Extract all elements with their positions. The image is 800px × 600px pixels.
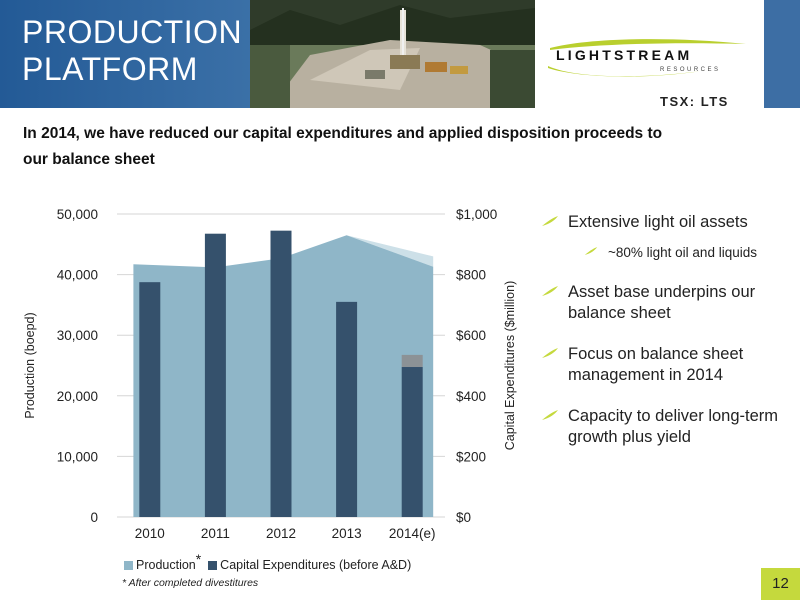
y2-tick-label: $600 [456, 328, 486, 343]
slide-subtitle: In 2014, we have reduced our capital exp… [23, 125, 663, 168]
bullet-item: Asset base underpins our balance sheet [538, 282, 788, 324]
chart-legend: Production* Capital Expenditures (before… [124, 551, 411, 572]
y-tick-label: 50,000 [57, 207, 98, 222]
y-tick-label: 30,000 [57, 328, 98, 343]
bullet-list: Extensive light oil assets ~80% light oi… [538, 212, 788, 468]
x-tick-label: 2010 [135, 526, 165, 541]
bullet-item: Extensive light oil assets [538, 212, 788, 233]
capex-legend-swatch [208, 561, 218, 571]
svg-text:RESOURCES: RESOURCES [660, 67, 721, 73]
y2-tick-label: $400 [456, 389, 486, 404]
production-legend-label: Production [136, 558, 196, 573]
svg-text:LIGHTSTREAM: LIGHTSTREAM [556, 47, 692, 63]
bullet-subitem: ~80% light oil and liquids [538, 245, 788, 260]
comet-bullet-icon [542, 348, 558, 358]
x-tick-label: 2014(e) [389, 526, 436, 541]
x-tick-label: 2012 [266, 526, 296, 541]
bullet-item: Focus on balance sheet management in 201… [538, 344, 788, 386]
capex-bar [401, 367, 423, 517]
comet-bullet-icon [542, 410, 558, 420]
right-axis-ticks: $0 $200 $400 $600 $800 $1,000 [456, 207, 497, 525]
company-logo: LIGHTSTREAM RESOURCES [548, 36, 748, 81]
capex-bar-upper-range [401, 354, 423, 368]
y2-tick-label: $800 [456, 268, 486, 283]
y-tick-label: 10,000 [57, 449, 98, 464]
y2-tick-label: $0 [456, 510, 471, 525]
production-legend-swatch [124, 561, 133, 571]
title-line-2: PLATFORM [22, 51, 198, 87]
comet-bullet-icon [542, 216, 558, 226]
divested-production-area [346, 235, 434, 267]
capex-bar [204, 233, 226, 517]
y-tick-label: 20,000 [57, 389, 98, 404]
capex-bar [139, 282, 161, 517]
comet-bullet-icon [542, 286, 558, 296]
production-capex-chart: 0 10,000 20,000 30,000 40,000 50,000 $0 $200 $4… [23, 207, 517, 541]
capex-bar [270, 230, 292, 517]
header-right-strip [764, 0, 800, 108]
footnote: * After completed divestitures [122, 577, 259, 589]
right-axis-label: Capital Expenditures ($million) [503, 281, 517, 451]
title-line-1: PRODUCTION [22, 14, 243, 50]
comet-bullet-icon [584, 247, 598, 255]
left-axis-ticks: 0 10,000 20,000 30,000 40,000 50,000 [57, 207, 98, 525]
slide-title: PRODUCTION PLATFORM [22, 14, 242, 88]
y-tick-label: 0 [90, 510, 98, 525]
legend-asterisk: * [195, 551, 202, 567]
x-tick-label: 2011 [201, 526, 230, 541]
capex-bar-group [139, 230, 423, 517]
page-number: 12 [761, 568, 800, 600]
y2-tick-label: $200 [456, 449, 486, 464]
slide-header: PRODUCTION PLATFORM LIGHTSTREAM RESOURCE… [0, 0, 800, 109]
capex-bar [336, 301, 358, 517]
left-axis-label: Production (boepd) [23, 312, 37, 418]
y2-tick-label: $1,000 [456, 207, 497, 222]
x-tick-label: 2013 [332, 526, 362, 541]
y-tick-label: 40,000 [57, 268, 98, 283]
x-axis-ticks: 2010 2011 2012 2013 2014(e) [135, 526, 436, 541]
capex-legend-label: Capital Expenditures (before A&D) [220, 558, 412, 573]
bullet-item: Capacity to deliver long-term growth plu… [538, 406, 788, 448]
ticker-symbol: TSX: LTS [660, 94, 729, 109]
drilling-site-photo [250, 0, 535, 108]
